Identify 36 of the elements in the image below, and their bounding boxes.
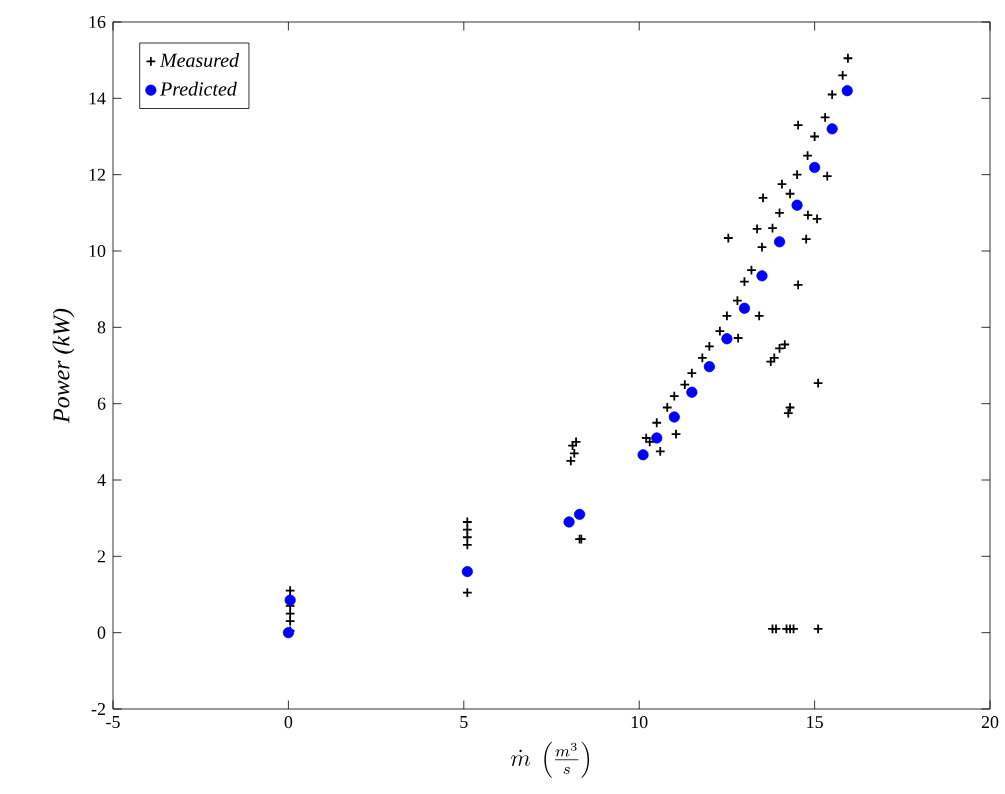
point — [573, 508, 586, 520]
x-tick-label: -5 — [106, 716, 120, 728]
y-tick-label: 12 — [89, 168, 105, 181]
point — [686, 386, 698, 398]
x-tick-label: 5 — [460, 716, 468, 728]
y-tick-label: 6 — [97, 397, 106, 410]
point — [841, 85, 853, 97]
y-tick-label: 2 — [97, 550, 105, 563]
y-axis-title: Power (kW) — [52, 308, 75, 424]
point — [668, 411, 680, 423]
y-tick-label: 0 — [97, 626, 106, 639]
point — [461, 566, 473, 578]
point — [826, 123, 838, 135]
point — [809, 161, 821, 173]
x-tick-label: 0 — [284, 716, 293, 729]
y-tick-label: 8 — [97, 321, 106, 334]
point — [756, 270, 768, 282]
point — [651, 432, 663, 444]
point — [703, 361, 715, 373]
point — [637, 449, 649, 461]
x-tick-label: 10 — [631, 716, 648, 729]
x-tick-label: 15 — [807, 716, 823, 729]
point — [721, 333, 733, 345]
legend-label: Measured — [159, 52, 240, 68]
y-tick-label: 10 — [89, 244, 106, 258]
legend-label: Predicted — [159, 81, 237, 96]
point — [563, 516, 575, 528]
y-tick-label: -2 — [91, 703, 105, 715]
y-tick-label: 4 — [97, 474, 106, 486]
x-tick-label: 20 — [981, 716, 999, 729]
point — [791, 199, 803, 211]
point — [773, 236, 786, 248]
y-tick-label: 14 — [89, 92, 106, 105]
point — [738, 302, 751, 314]
y-tick-label: 16 — [89, 15, 106, 29]
x-axis-title: $\dot{m}\ \left(\frac{m^3}{s}\right)$ — [511, 741, 590, 778]
